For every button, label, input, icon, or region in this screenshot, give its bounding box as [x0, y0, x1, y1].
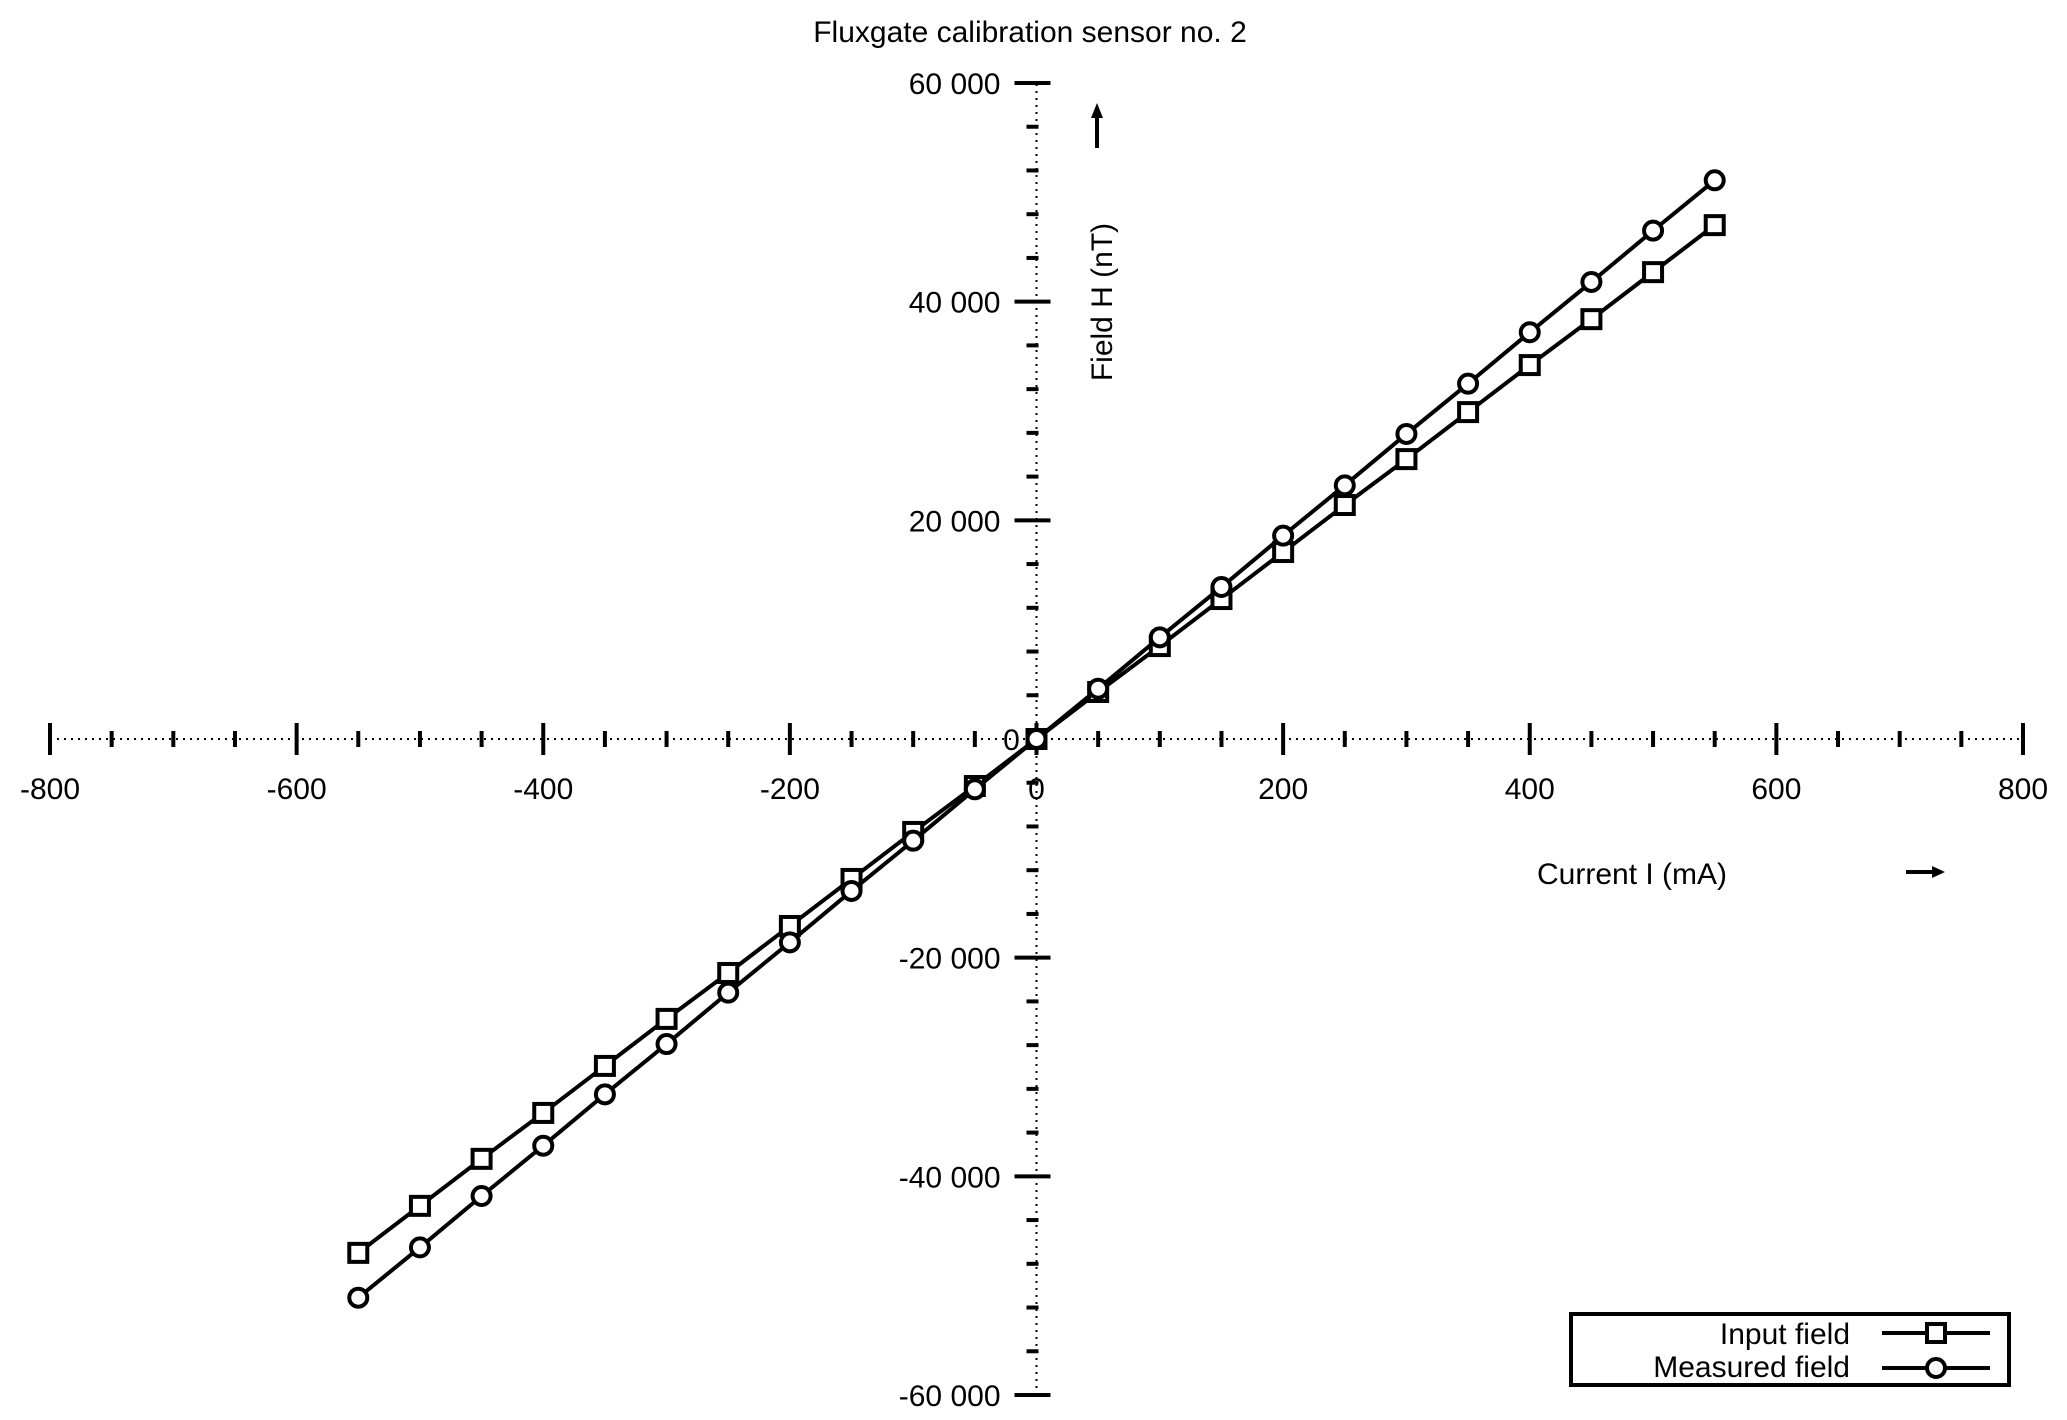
data-point [902, 829, 925, 852]
legend-label-input-field: Input field [1720, 1318, 1850, 1351]
data-point [347, 1241, 370, 1264]
data-point [1333, 474, 1356, 497]
data-point [1518, 321, 1541, 344]
data-point [408, 1236, 431, 1259]
data-point [1518, 354, 1541, 377]
data-point [1580, 270, 1603, 293]
x-tick-label: -400 [513, 773, 573, 806]
data-point [717, 961, 740, 984]
y-tick-label: -20 000 [899, 943, 1001, 976]
y-tick-label: 40 000 [909, 287, 1001, 320]
legend-marker-measured-field [1882, 1357, 1990, 1379]
y-tick-label-zero: 0 [1003, 724, 1020, 757]
data-point [1457, 401, 1480, 424]
y-tick-label: 60 000 [909, 68, 1001, 101]
data-point [1703, 214, 1726, 237]
x-tick-label: 0 [1028, 773, 1045, 806]
data-point [1272, 524, 1295, 547]
y-tick-label: 20 000 [909, 505, 1001, 538]
data-point [1210, 576, 1233, 599]
data-point [840, 879, 863, 902]
legend-marker-input-field [1882, 1322, 1990, 1344]
data-point [1642, 261, 1665, 284]
x-tick-label: -800 [20, 773, 80, 806]
y-axis-arrow [1091, 103, 1103, 148]
data-point [593, 1083, 616, 1106]
data-point [1333, 494, 1356, 517]
y-tick-label: -60 000 [899, 1380, 1001, 1413]
x-tick-label: 200 [1258, 773, 1308, 806]
legend-label-measured-field: Measured field [1653, 1351, 1850, 1384]
data-point [470, 1147, 493, 1170]
axes: -800 -600 -400 -200 0 200 400 600 800 -60 000 -40 … [20, 68, 2048, 1413]
data-point [1642, 219, 1665, 242]
x-tick-label: -200 [760, 773, 820, 806]
data-point [655, 1033, 678, 1056]
data-point [1025, 728, 1048, 750]
data-point [1087, 677, 1110, 700]
data-point [1148, 626, 1171, 649]
chart-title: Fluxgate calibration sensor no. 2 [813, 16, 1247, 49]
x-axis-label: Current I (mA) [1537, 858, 1727, 891]
x-tick-label: 400 [1505, 773, 1555, 806]
y-axis-label: Field H (nT) [1086, 223, 1119, 381]
legend: Input field Measured field [1569, 1312, 2011, 1387]
data-point [1395, 422, 1418, 445]
x-tick-label: 600 [1751, 773, 1801, 806]
data-point [1395, 448, 1418, 471]
data-point [778, 931, 801, 954]
data-point [1580, 308, 1603, 331]
x-axis-arrow [1906, 866, 1945, 878]
data-point [532, 1134, 555, 1157]
data-point [655, 1007, 678, 1030]
data-point [408, 1194, 431, 1217]
data-point [717, 981, 740, 1004]
data-point [532, 1101, 555, 1124]
data-point [593, 1054, 616, 1077]
data-point [1457, 372, 1480, 395]
data-point [470, 1185, 493, 1208]
y-tick-label: -40 000 [899, 1161, 1001, 1194]
x-tick-label: -600 [267, 773, 327, 806]
x-tick-label: 800 [1998, 773, 2048, 806]
series-layer [347, 169, 1726, 1309]
data-point [1703, 169, 1726, 192]
data-point [347, 1286, 370, 1309]
data-point [963, 778, 986, 801]
series-measured-field [347, 169, 1726, 1309]
